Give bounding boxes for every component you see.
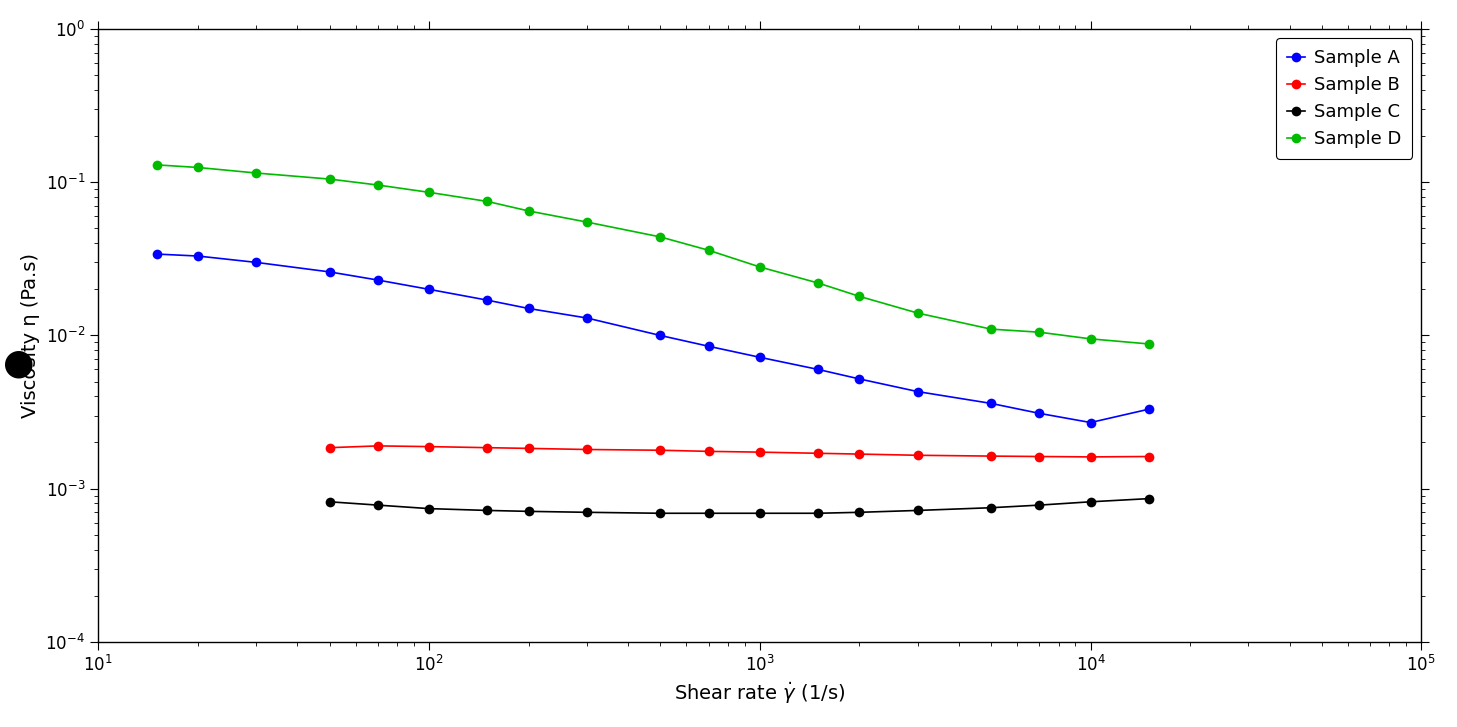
Sample B [1139,452,1157,461]
Sample D [321,174,338,183]
Sample A [520,304,538,313]
Sample A [982,399,1000,408]
Legend: Sample A, Sample B, Sample C, Sample D: Sample A, Sample B, Sample C, Sample D [1276,39,1412,159]
Sample B [982,451,1000,460]
Sample B [809,449,826,458]
Text: ●: ● [3,347,35,380]
Sample D [1030,328,1048,337]
Sample A [752,353,769,361]
Sample C [1083,497,1100,506]
Sample A [248,258,265,267]
Sample A [147,249,165,258]
Sample D [189,163,207,172]
Sample D [909,309,927,318]
Sample B [909,451,927,459]
Sample B [1030,452,1048,461]
Line: Sample A: Sample A [152,249,1154,427]
Sample B [421,442,439,451]
Sample C [809,509,826,518]
Sample A [578,313,596,322]
Sample A [1139,405,1157,414]
Sample B [578,445,596,454]
Sample C [369,501,386,510]
Sample A [421,285,439,294]
Sample A [699,342,717,350]
Sample C [321,497,338,506]
Sample B [1083,452,1100,461]
Sample D [578,217,596,226]
Sample C [651,509,669,518]
X-axis label: Shear rate $\dot{\gamma}$ (1/s): Shear rate $\dot{\gamma}$ (1/s) [675,680,845,706]
Sample C [478,506,495,515]
Sample C [1030,501,1048,510]
Sample C [851,508,868,517]
Sample B [851,450,868,459]
Sample A [1030,409,1048,418]
Sample D [248,169,265,177]
Sample C [752,509,769,518]
Sample D [478,197,495,206]
Sample D [1083,334,1100,343]
Sample A [478,296,495,305]
Sample D [752,262,769,271]
Sample B [321,443,338,452]
Y-axis label: Viscosity η (Pa.s): Viscosity η (Pa.s) [20,253,39,418]
Sample B [752,448,769,457]
Line: Sample B: Sample B [325,441,1154,462]
Sample B [651,446,669,454]
Sample D [851,292,868,301]
Sample C [520,507,538,515]
Sample A [369,276,386,284]
Sample B [520,444,538,453]
Line: Sample D: Sample D [152,160,1154,349]
Sample A [189,252,207,260]
Sample D [421,188,439,197]
Sample C [909,506,927,515]
Sample C [982,503,1000,512]
Sample B [699,447,717,456]
Sample B [369,441,386,450]
Sample C [578,508,596,517]
Sample C [1139,494,1157,503]
Sample A [809,365,826,374]
Sample D [982,325,1000,334]
Sample D [147,161,165,169]
Sample D [651,233,669,241]
Sample D [369,181,386,190]
Line: Sample C: Sample C [325,494,1154,518]
Sample A [851,374,868,383]
Sample D [809,278,826,287]
Sample A [651,331,669,340]
Sample B [478,443,495,452]
Sample D [520,206,538,215]
Sample A [909,387,927,396]
Sample D [1139,340,1157,348]
Sample D [699,246,717,254]
Sample C [421,505,439,513]
Sample C [699,509,717,518]
Sample A [1083,418,1100,427]
Sample A [321,268,338,276]
